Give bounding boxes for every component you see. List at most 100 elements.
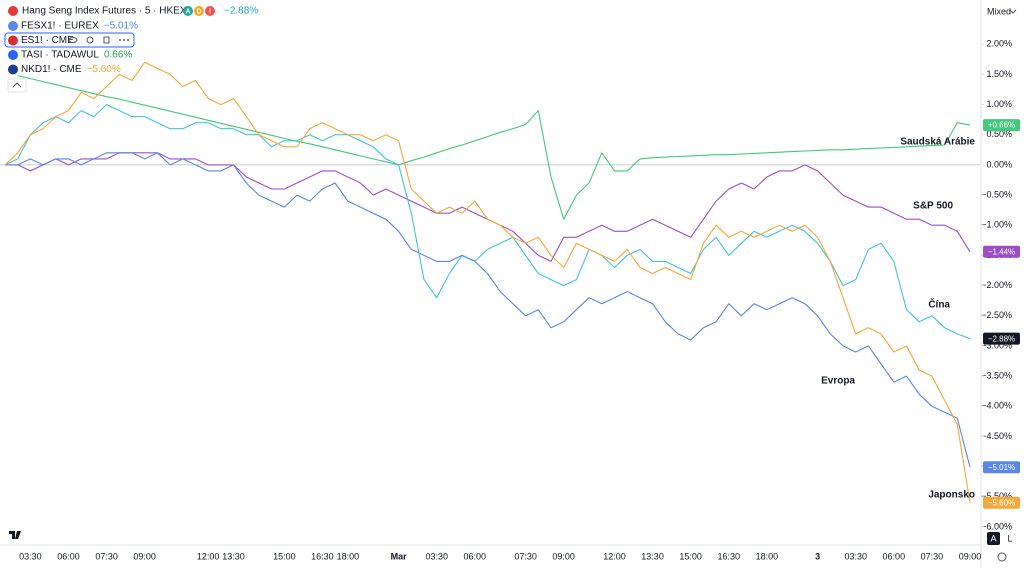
legend-rows: FESX1! · EUREX −5.01% ES1! · CME TASI · TAD… (8, 21, 138, 75)
row-symbol: ES1! · CME (21, 35, 74, 46)
y-tick-label: 0.50% (986, 129, 1012, 139)
y-tick-label: 1.00% (986, 99, 1012, 109)
y-tick-label: −4.50% (981, 431, 1012, 441)
series-line (4, 104, 971, 340)
x-tick-label: 16:30 (311, 551, 334, 561)
log-label[interactable]: L (1007, 533, 1012, 543)
settings-icon[interactable] (86, 36, 94, 44)
header-title: Hang Seng Index Futures · 5 · HKEX (22, 6, 187, 17)
x-tick-label: 16:30 (717, 551, 740, 561)
x-tick-label: 07:30 (95, 551, 118, 561)
end-badge (983, 496, 1020, 509)
header-badge (205, 6, 215, 16)
row-icon (8, 64, 18, 75)
series-line (17, 75, 971, 220)
end-badge-label: −2.88% (988, 334, 1015, 343)
logo (9, 531, 21, 539)
y-tick-label: −2.50% (981, 310, 1012, 320)
more-dot[interactable] (127, 39, 129, 41)
series-name: S&P 500 (913, 201, 953, 212)
row-icon (8, 21, 18, 31)
x-tick-label: 3 (815, 551, 820, 561)
x-tick-label: 09:00 (133, 551, 156, 561)
x-tick-label: 13:30 (641, 551, 664, 561)
header-badge (194, 6, 204, 16)
y-tick-label: −4.00% (981, 401, 1012, 411)
y-tick-label: −3.50% (981, 370, 1012, 380)
y-tick-label: −6.00% (981, 521, 1012, 531)
series-name: Čína (928, 298, 950, 311)
collapse-button[interactable] (7, 78, 27, 93)
collapse-arrow (12, 82, 22, 88)
mode-label[interactable]: Mixed (987, 6, 1011, 16)
end-badge-label: −1.44% (988, 247, 1015, 256)
series-line (5, 152, 971, 468)
selected-row[interactable] (4, 32, 135, 48)
series-name: Evropa (821, 376, 855, 387)
end-badge (983, 119, 1020, 132)
delete-icon[interactable] (103, 36, 110, 44)
settings-icon[interactable] (997, 552, 1007, 562)
row-icon (8, 35, 18, 46)
y-tick-label: 1.50% (986, 69, 1012, 79)
header-badges: A D! (183, 6, 215, 16)
header-change: −2.88% (224, 6, 258, 17)
row-tools[interactable] (68, 36, 129, 44)
mode-select[interactable] (982, 4, 1020, 19)
row-change: −5.60% (87, 64, 121, 75)
row-change: −5.01% (104, 21, 138, 32)
row-change: 0.66% (104, 50, 132, 61)
series-name: Saudská Arábie (900, 137, 975, 148)
x-tick-label: Mar (391, 551, 408, 561)
x-tick-label: 06:00 (57, 551, 80, 561)
x-tick-label: 03:30 (425, 551, 448, 561)
symbol-icon (8, 6, 18, 16)
end-badge (983, 245, 1020, 258)
end-badge-label: −5.01% (988, 463, 1015, 472)
x-tick-label: 07:30 (921, 551, 944, 561)
header-badge-label: ! (209, 8, 211, 15)
y-tick-label: −3.00% (981, 340, 1012, 350)
y-tick-label: −2.00% (981, 280, 1012, 290)
more-dot[interactable] (119, 39, 121, 41)
auto-button[interactable] (987, 532, 1000, 545)
more-dot[interactable] (123, 39, 125, 41)
mode-arrow (1009, 9, 1017, 14)
header-badge (183, 6, 193, 16)
end-badge (983, 332, 1020, 345)
series-name: Japonsko (928, 490, 975, 501)
x-tick-label: 13:30 (222, 551, 245, 561)
x-tick-label: 12:00 (197, 551, 220, 561)
row-symbol: FESX1! · EUREX (21, 21, 99, 32)
y-tick-label: −0.50% (981, 189, 1012, 199)
x-tick-label: 18:00 (756, 551, 779, 561)
x-tick-label: 18:00 (337, 551, 360, 561)
x-tick-label: 03:30 (844, 551, 867, 561)
row-icon (8, 50, 18, 60)
header-badge-label: A (185, 8, 190, 15)
x-tick-label: 03:30 (19, 551, 42, 561)
x-tick-label: 09:00 (552, 551, 575, 561)
x-tick-label: 07:30 (514, 551, 537, 561)
auto-label[interactable]: A (990, 533, 996, 543)
y-tick-label: −5.50% (981, 491, 1012, 501)
row-symbol: NKD1! · CME (21, 64, 82, 75)
series-line (4, 61, 971, 503)
x-tick-label: 12:00 (603, 551, 626, 561)
x-tick-label: 15:00 (273, 551, 296, 561)
header-badge-label: D (196, 8, 201, 15)
x-tick-label: 06:00 (464, 551, 487, 561)
end-badge-label: +0.66% (988, 121, 1015, 130)
y-tick-label: 2.00% (986, 39, 1012, 49)
eye-icon[interactable] (68, 37, 78, 43)
row-symbol: TASI · TADAWUL (21, 50, 99, 61)
y-tick-label: 0.00% (986, 159, 1012, 169)
end-badge (983, 461, 1020, 474)
end-badge-label: −5.60% (988, 498, 1015, 507)
y-tick-label: −1.00% (981, 220, 1012, 230)
x-tick-label: 06:00 (883, 551, 906, 561)
x-tick-label: 09:00 (959, 551, 982, 561)
x-tick-label: 15:00 (679, 551, 702, 561)
